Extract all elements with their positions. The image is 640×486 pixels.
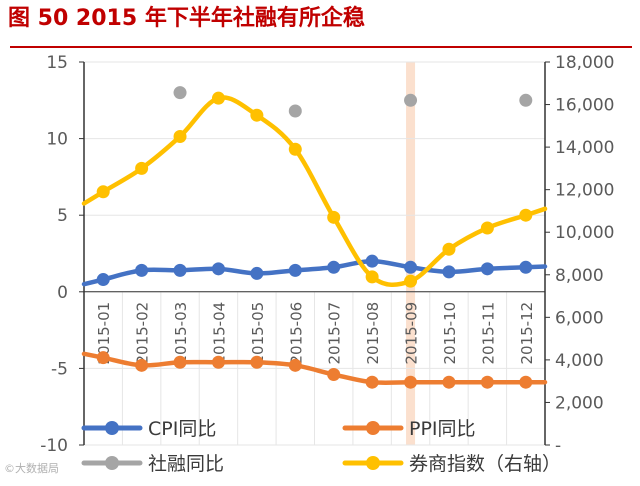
- x-tick-label: 2015-01: [95, 302, 113, 365]
- gridlines: [84, 61, 545, 446]
- highlight-band: [406, 62, 416, 445]
- right-tick-label: 18,000: [555, 53, 614, 73]
- right-tick-label: 12,000: [555, 181, 614, 201]
- x-tick-label: 2015-02: [134, 302, 152, 365]
- data-point: [480, 221, 494, 235]
- data-point: [404, 260, 418, 274]
- legend-item: CPI同比: [81, 418, 216, 440]
- series-line: [81, 258, 548, 287]
- x-axis-ticks: 2015-01 2015-02 2015-03 2015-04 2015-05 2015-…: [95, 302, 536, 365]
- data-point: [442, 265, 456, 279]
- right-axis-ticks: 18,000 16,000 14,000 12,000 10,000 8,000 6,000…: [545, 53, 614, 456]
- left-tick-label: -10: [40, 436, 68, 456]
- series-0: [81, 254, 548, 287]
- legend-item: 券商指数（右轴）: [342, 453, 561, 475]
- data-point: [173, 129, 187, 143]
- x-tick-label: 2015-08: [364, 302, 382, 365]
- x-tick-label: 2015-03: [172, 302, 190, 365]
- x-tick-label: 2015-07: [326, 302, 344, 365]
- data-point: [404, 93, 418, 107]
- data-point: [211, 262, 225, 276]
- series-3: [81, 91, 548, 288]
- x-tick-label: 2015-06: [287, 302, 305, 365]
- right-tick-label: 10,000: [555, 223, 614, 243]
- series-1: [81, 351, 548, 389]
- legend-label: 社融同比: [148, 453, 224, 475]
- right-tick-label: 6,000: [555, 308, 604, 328]
- data-point: [404, 375, 418, 389]
- x-tick-label: 2015-04: [210, 302, 228, 365]
- data-point: [327, 210, 341, 224]
- data-point: [96, 185, 110, 199]
- left-axis-ticks: 15 10 5 0 -5 -10: [40, 53, 84, 456]
- series-2: [173, 86, 533, 118]
- data-point: [288, 263, 302, 277]
- legend-label: PPI同比: [409, 418, 476, 440]
- right-tick-label: 14,000: [555, 138, 614, 158]
- legend-label: 券商指数（右轴）: [409, 453, 561, 475]
- data-point: [327, 368, 341, 382]
- x-tick-label: 2015-11: [479, 302, 497, 365]
- left-tick-label: 0: [57, 283, 68, 303]
- data-point: [135, 161, 149, 175]
- data-point: [211, 91, 225, 105]
- data-point: [250, 355, 264, 369]
- legend-swatch-marker: [366, 456, 380, 470]
- x-tick-label: 2015-05: [249, 302, 267, 365]
- left-tick-label: -5: [51, 359, 68, 379]
- data-point: [404, 274, 418, 288]
- data-point: [519, 260, 533, 274]
- data-point: [365, 254, 379, 268]
- data-point: [442, 375, 456, 389]
- data-point: [173, 86, 187, 100]
- data-point: [519, 375, 533, 389]
- x-tick-label: 2015-10: [441, 302, 459, 365]
- data-point: [96, 351, 110, 365]
- x-tick-label: 2015-12: [518, 302, 536, 365]
- right-tick-label: 8,000: [555, 266, 604, 286]
- data-point: [135, 263, 149, 277]
- legend-label: CPI同比: [148, 418, 216, 440]
- data-point: [365, 375, 379, 389]
- right-tick-label: 16,000: [555, 96, 614, 116]
- data-point: [519, 208, 533, 222]
- data-point: [519, 93, 533, 107]
- right-tick-label: 2,000: [555, 393, 604, 413]
- legend-swatch-marker: [105, 456, 119, 470]
- data-point: [480, 375, 494, 389]
- left-tick-label: 5: [57, 206, 68, 226]
- chart-title: 图 50 2015 年下半年社融有所企稳: [8, 5, 365, 31]
- left-tick-label: 10: [46, 130, 68, 150]
- data-point: [250, 108, 264, 122]
- data-point: [96, 273, 110, 287]
- x-tick-label: 2015-09: [403, 302, 421, 365]
- series-layer: [81, 86, 548, 389]
- legend-item: PPI同比: [342, 418, 476, 440]
- legend-swatch-marker: [105, 421, 119, 435]
- legend-swatch-marker: [366, 421, 380, 435]
- data-point: [288, 358, 302, 372]
- series-line: [81, 95, 548, 288]
- data-point: [173, 263, 187, 277]
- legend-item: 社融同比: [81, 453, 224, 475]
- data-point: [211, 355, 225, 369]
- data-point: [135, 358, 149, 372]
- data-point: [327, 260, 341, 274]
- right-tick-label: 4,000: [555, 351, 604, 371]
- data-point: [288, 104, 302, 118]
- watermark: ©大数据局: [4, 461, 59, 475]
- data-point: [250, 266, 264, 280]
- data-point: [480, 262, 494, 276]
- data-point: [365, 270, 379, 284]
- data-point: [173, 355, 187, 369]
- data-point: [288, 142, 302, 156]
- data-point: [442, 242, 456, 256]
- right-tick-label: -: [555, 436, 561, 456]
- left-tick-label: 15: [46, 53, 68, 73]
